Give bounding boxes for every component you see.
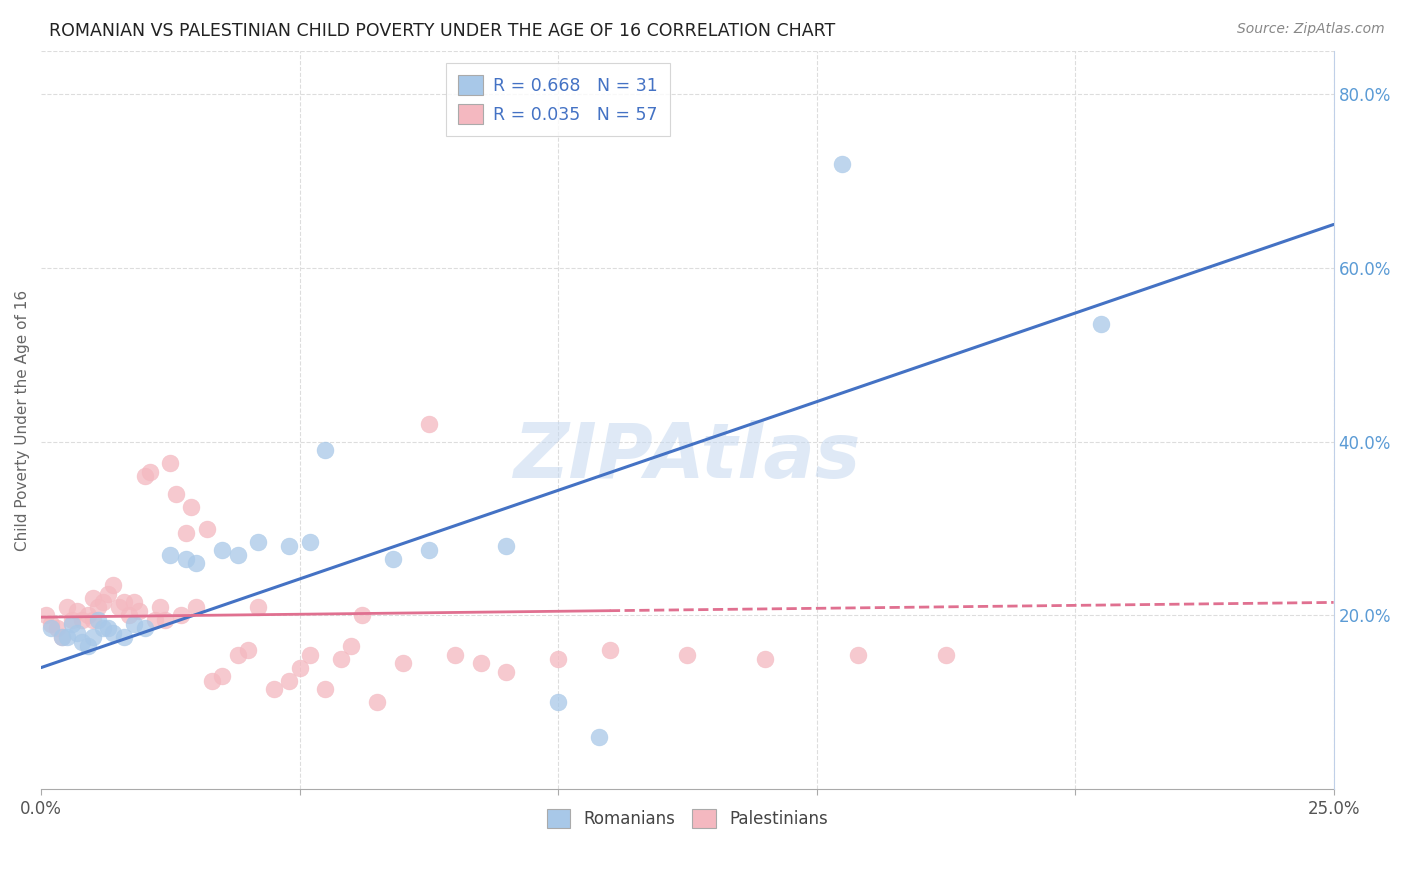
Point	[186, 599, 208, 614]
Point	[174, 525, 197, 540]
Point	[66, 625, 89, 640]
Point	[443, 648, 465, 662]
Point	[186, 557, 208, 571]
Y-axis label: Child Poverty Under the Age of 16: Child Poverty Under the Age of 16	[15, 289, 30, 550]
Point	[278, 539, 301, 553]
Point	[134, 469, 156, 483]
Point	[35, 608, 58, 623]
Point	[418, 417, 440, 432]
Point	[195, 522, 218, 536]
Text: ZIPAtlas: ZIPAtlas	[513, 420, 860, 494]
Point	[1090, 318, 1112, 332]
Point	[51, 630, 73, 644]
Point	[112, 595, 135, 609]
Point	[170, 608, 193, 623]
Point	[153, 613, 176, 627]
Point	[418, 543, 440, 558]
Point	[41, 617, 63, 632]
Legend: Romanians, Palestinians: Romanians, Palestinians	[538, 800, 837, 837]
Point	[350, 608, 373, 623]
Point	[149, 599, 172, 614]
Point	[72, 634, 94, 648]
Point	[60, 613, 83, 627]
Point	[831, 156, 853, 170]
Point	[143, 613, 166, 627]
Point	[112, 630, 135, 644]
Point	[76, 608, 98, 623]
Point	[82, 630, 104, 644]
Point	[128, 604, 150, 618]
Point	[676, 648, 699, 662]
Point	[159, 548, 181, 562]
Point	[122, 617, 145, 632]
Point	[754, 652, 776, 666]
Point	[211, 669, 233, 683]
Point	[45, 622, 67, 636]
Point	[247, 599, 270, 614]
Point	[97, 587, 120, 601]
Point	[51, 630, 73, 644]
Point	[278, 673, 301, 688]
Point	[103, 578, 125, 592]
Point	[392, 657, 415, 671]
Text: Source: ZipAtlas.com: Source: ZipAtlas.com	[1237, 22, 1385, 37]
Point	[165, 487, 187, 501]
Point	[87, 599, 110, 614]
Point	[547, 652, 569, 666]
Point	[298, 534, 321, 549]
Point	[247, 534, 270, 549]
Point	[82, 591, 104, 605]
Point	[381, 552, 404, 566]
Point	[340, 639, 363, 653]
Point	[138, 465, 160, 479]
Point	[87, 613, 110, 627]
Point	[588, 730, 610, 744]
Point	[470, 657, 492, 671]
Point	[226, 648, 249, 662]
Point	[201, 673, 224, 688]
Point	[118, 608, 141, 623]
Point	[846, 648, 869, 662]
Point	[366, 695, 388, 709]
Point	[97, 622, 120, 636]
Point	[288, 660, 311, 674]
Point	[91, 595, 114, 609]
Point	[41, 622, 63, 636]
Point	[159, 456, 181, 470]
Point	[91, 622, 114, 636]
Point	[72, 613, 94, 627]
Point	[298, 648, 321, 662]
Point	[314, 682, 336, 697]
Point	[134, 622, 156, 636]
Point	[314, 443, 336, 458]
Point	[495, 665, 517, 679]
Point	[211, 543, 233, 558]
Point	[56, 630, 79, 644]
Point	[66, 604, 89, 618]
Text: ROMANIAN VS PALESTINIAN CHILD POVERTY UNDER THE AGE OF 16 CORRELATION CHART: ROMANIAN VS PALESTINIAN CHILD POVERTY UN…	[49, 22, 835, 40]
Point	[122, 595, 145, 609]
Point	[107, 599, 129, 614]
Point	[76, 639, 98, 653]
Point	[935, 648, 957, 662]
Point	[60, 617, 83, 632]
Point	[56, 599, 79, 614]
Point	[103, 625, 125, 640]
Point	[236, 643, 259, 657]
Point	[174, 552, 197, 566]
Point	[547, 695, 569, 709]
Point	[180, 500, 202, 514]
Point	[82, 613, 104, 627]
Point	[330, 652, 353, 666]
Point	[495, 539, 517, 553]
Point	[263, 682, 285, 697]
Point	[226, 548, 249, 562]
Point	[599, 643, 621, 657]
